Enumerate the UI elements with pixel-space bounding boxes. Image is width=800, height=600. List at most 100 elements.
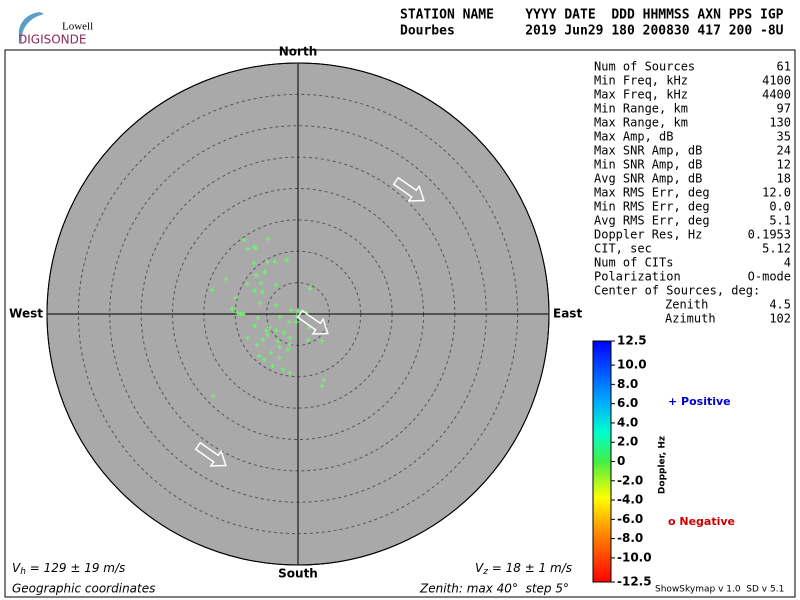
stat-label: Max RMS Err, deg [594, 186, 710, 200]
source-point [307, 285, 313, 291]
stat-value: 4100 [762, 74, 791, 88]
source-point [255, 315, 261, 321]
colorbar-tick-label: -10.0 [617, 550, 652, 564]
source-point [273, 327, 279, 333]
symbol: V [475, 561, 484, 575]
colorbar-tick-label: 10.0 [617, 358, 647, 372]
legend-label: Positive [681, 395, 731, 408]
colorbar-tick-label: 2.0 [617, 435, 638, 449]
stat-value: 0.0 [769, 200, 791, 214]
source-point [264, 259, 270, 265]
colorbar-tick-label: 4.0 [617, 415, 638, 429]
stat-value: O-mode [748, 270, 791, 284]
source-point [210, 393, 216, 399]
center-title: Center of Sources, deg: [594, 284, 760, 298]
source-point [241, 237, 247, 243]
drift-arrows [194, 176, 425, 467]
source-point [223, 276, 229, 282]
compass-east: East [553, 307, 582, 321]
legend-positive: + Positive [668, 395, 731, 408]
stat-label: Num of CITs [594, 256, 673, 270]
stat-value: 5.12 [762, 242, 791, 256]
compass-south: South [278, 567, 318, 581]
stat-value: 24 [777, 144, 791, 158]
source-point [263, 328, 269, 334]
stat-value: 0.1953 [748, 228, 791, 242]
source-point [233, 295, 239, 301]
velocity-text: = 129 ± 19 m/s [26, 561, 125, 575]
stat-label: Min SNR Amp, dB [594, 158, 702, 172]
stat-label: Max Amp, dB [594, 130, 673, 144]
colorbar-tick-label: -4.0 [617, 493, 643, 507]
velocity-z: Vz = 18 ± 1 m/s [475, 561, 572, 577]
source-point [254, 342, 260, 348]
colorbar-tick-label: 0 [617, 454, 625, 468]
source-point [268, 350, 274, 356]
center-value: 102 [769, 312, 791, 326]
stat-value: 12.0 [762, 186, 791, 200]
stat-label: Min Freq, kHz [594, 74, 688, 88]
source-point [258, 280, 264, 286]
source-point [229, 306, 235, 312]
plot: North South West East [9, 45, 582, 581]
arrow [392, 176, 425, 202]
legend-negative: o Negative [668, 515, 735, 528]
source-point [272, 259, 278, 265]
source-point [267, 324, 273, 330]
source-point [277, 344, 283, 350]
center-label: Zenith [665, 298, 708, 312]
stat-value: 4400 [762, 88, 791, 102]
stat-label: Polarization [594, 270, 681, 284]
logo-line2: DIGISONDE [18, 33, 86, 47]
source-point [319, 338, 325, 344]
source-point [285, 347, 291, 353]
stat-label: Doppler Res, Hz [594, 228, 702, 242]
coordinates: Geographic coordinates [12, 582, 155, 596]
arrow [194, 441, 227, 467]
symbol: V [12, 561, 21, 575]
colorbar-tick-label: 8.0 [617, 377, 638, 391]
legend-symbol: o [668, 515, 679, 528]
stat-value: 12 [777, 158, 791, 172]
stat-label: Max SNR Amp, dB [594, 144, 702, 158]
center-value: 4.5 [769, 298, 791, 312]
source-point [253, 272, 259, 278]
logo-line1: Lowell [62, 21, 93, 33]
stat-value: 5.1 [769, 214, 791, 228]
header-values: Dourbes 2019 Jun29 180 200830 417 200 -8… [400, 24, 784, 39]
source-point [273, 282, 279, 288]
source-point [305, 337, 311, 343]
source-point [287, 370, 293, 376]
legend-label: Negative [679, 515, 735, 528]
source-point [286, 319, 292, 325]
zenith-note: Zenith: max 40° step 5° [419, 582, 569, 596]
stat-value: 61 [777, 60, 791, 74]
compass-north: North [279, 45, 317, 59]
colorbar-tick-label: 12.5 [617, 334, 647, 348]
colorbar-tick-label: -8.0 [617, 531, 643, 545]
legend-symbol: + [668, 395, 681, 408]
source-point [277, 355, 283, 361]
logo: Lowell DIGISONDE [18, 12, 93, 47]
source-point [281, 330, 287, 336]
stat-value: 4 [784, 256, 791, 270]
source-point [277, 314, 283, 320]
source-point [265, 236, 271, 242]
source-point [269, 363, 275, 369]
stat-label: CIT, sec [594, 242, 652, 256]
source-point [287, 341, 293, 347]
colorbar-tick-label: -2.0 [617, 473, 643, 487]
source-point [260, 337, 266, 343]
source-point [287, 335, 293, 341]
center-label: Azimuth [665, 312, 716, 326]
stat-value: 130 [769, 116, 791, 130]
logo-swoosh [18, 12, 44, 44]
velocity-h: Vh = 129 ± 19 m/s [12, 561, 125, 577]
source-point [209, 287, 215, 293]
source-point [256, 353, 262, 359]
source-point [288, 307, 294, 313]
velocity-text: = 18 ± 1 m/s [488, 561, 572, 575]
source-point [293, 319, 299, 325]
source-point [265, 332, 271, 338]
